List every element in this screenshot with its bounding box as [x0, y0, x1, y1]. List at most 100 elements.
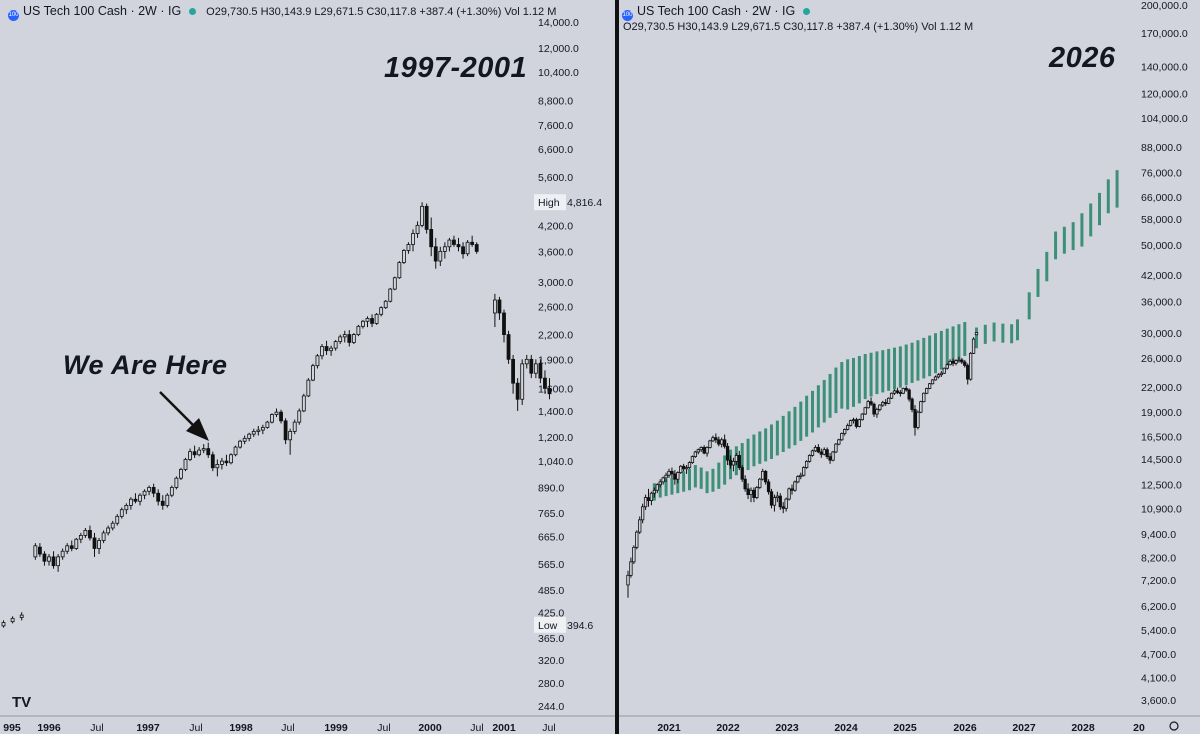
- candle[interactable]: [722, 434, 727, 449]
- candle[interactable]: [974, 332, 979, 336]
- projection-bar[interactable]: [781, 415, 785, 452]
- candle[interactable]: [442, 242, 447, 259]
- candle[interactable]: [74, 537, 79, 550]
- projection-bar[interactable]: [805, 395, 809, 437]
- candle[interactable]: [963, 359, 967, 368]
- candle[interactable]: [306, 378, 311, 398]
- candle[interactable]: [696, 448, 700, 455]
- projection-bar[interactable]: [822, 379, 826, 423]
- projection-bar[interactable]: [934, 333, 937, 374]
- projection-bar[interactable]: [863, 354, 867, 400]
- candle[interactable]: [210, 451, 215, 472]
- candle[interactable]: [957, 356, 961, 363]
- projection-bar[interactable]: [1071, 222, 1075, 251]
- candle[interactable]: [848, 419, 853, 427]
- candle[interactable]: [233, 445, 238, 457]
- candle[interactable]: [725, 443, 730, 466]
- candle[interactable]: [822, 447, 826, 456]
- candle[interactable]: [401, 249, 406, 265]
- candle[interactable]: [743, 475, 747, 492]
- candle[interactable]: [866, 399, 870, 409]
- candle[interactable]: [397, 261, 402, 279]
- projection-bar[interactable]: [834, 367, 838, 414]
- projection-bar[interactable]: [857, 355, 861, 404]
- projection-bar[interactable]: [916, 340, 920, 381]
- projection-bar[interactable]: [764, 428, 768, 462]
- candle[interactable]: [948, 359, 952, 366]
- candle[interactable]: [56, 554, 60, 572]
- projection-bar[interactable]: [975, 327, 978, 349]
- projection-bar[interactable]: [758, 431, 762, 464]
- projection-bar[interactable]: [1098, 192, 1101, 226]
- candle[interactable]: [960, 357, 964, 365]
- candle[interactable]: [165, 493, 170, 508]
- projection-bar[interactable]: [717, 462, 721, 489]
- candle[interactable]: [119, 507, 124, 519]
- candle[interactable]: [147, 485, 152, 496]
- candle[interactable]: [465, 240, 470, 257]
- candle[interactable]: [301, 393, 306, 413]
- right-chart-svg[interactable]: 200,000.0 170,000.0 140,000.0 120,000.0 104,…: [619, 0, 1200, 734]
- settings-gear-icon[interactable]: [1169, 721, 1179, 731]
- candle[interactable]: [886, 397, 891, 405]
- candle[interactable]: [515, 378, 520, 411]
- candle[interactable]: [919, 400, 923, 414]
- candle[interactable]: [265, 420, 270, 429]
- candle[interactable]: [219, 457, 224, 470]
- projection-bar[interactable]: [723, 455, 727, 485]
- candle[interactable]: [626, 570, 630, 598]
- candle[interactable]: [673, 470, 677, 485]
- candle[interactable]: [916, 410, 920, 430]
- candle[interactable]: [843, 428, 847, 436]
- candle[interactable]: [933, 375, 938, 381]
- projection-bar[interactable]: [869, 352, 873, 397]
- candle[interactable]: [922, 392, 926, 403]
- projection-bar[interactable]: [963, 322, 967, 356]
- projection-bar[interactable]: [910, 342, 914, 383]
- candle[interactable]: [315, 354, 320, 369]
- candle[interactable]: [347, 330, 352, 347]
- right-chart-panel[interactable]: 200,000.0 170,000.0 140,000.0 120,000.0 104,…: [619, 0, 1200, 734]
- candle[interactable]: [51, 551, 56, 569]
- candle[interactable]: [115, 514, 120, 526]
- candle[interactable]: [819, 448, 823, 458]
- candle[interactable]: [930, 379, 935, 385]
- candle[interactable]: [681, 463, 686, 472]
- candle[interactable]: [638, 516, 642, 534]
- projection-bar[interactable]: [1027, 292, 1031, 320]
- candle[interactable]: [538, 359, 543, 384]
- candle[interactable]: [646, 488, 651, 507]
- candle[interactable]: [737, 450, 741, 471]
- candle[interactable]: [461, 242, 465, 259]
- candle[interactable]: [761, 468, 765, 481]
- candle[interactable]: [415, 221, 420, 238]
- candle[interactable]: [655, 483, 659, 494]
- candle[interactable]: [766, 479, 771, 495]
- candle[interactable]: [863, 406, 867, 415]
- candle[interactable]: [895, 387, 900, 395]
- candle[interactable]: [297, 408, 302, 425]
- candle[interactable]: [492, 293, 497, 328]
- candle[interactable]: [351, 333, 356, 345]
- candle[interactable]: [872, 402, 876, 417]
- candle[interactable]: [260, 424, 265, 435]
- candle[interactable]: [857, 418, 862, 428]
- candle[interactable]: [740, 465, 744, 482]
- candle[interactable]: [520, 359, 525, 405]
- candle[interactable]: [875, 407, 879, 418]
- candle[interactable]: [705, 446, 709, 457]
- candle[interactable]: [840, 432, 844, 441]
- candle[interactable]: [388, 287, 393, 303]
- candle[interactable]: [749, 487, 753, 503]
- projection-bar[interactable]: [740, 443, 744, 473]
- left-chart-panel[interactable]: 14,000.0 12,000.0 10,400.0 8,800.0 7,600.0 6,…: [0, 0, 615, 734]
- projection-bar[interactable]: [945, 328, 949, 367]
- candle[interactable]: [635, 530, 639, 550]
- candle[interactable]: [936, 373, 941, 379]
- candle[interactable]: [292, 419, 297, 435]
- candle[interactable]: [954, 359, 958, 366]
- candle[interactable]: [47, 554, 51, 566]
- candle[interactable]: [69, 540, 74, 552]
- projection-bar[interactable]: [828, 373, 832, 418]
- candle[interactable]: [438, 246, 443, 267]
